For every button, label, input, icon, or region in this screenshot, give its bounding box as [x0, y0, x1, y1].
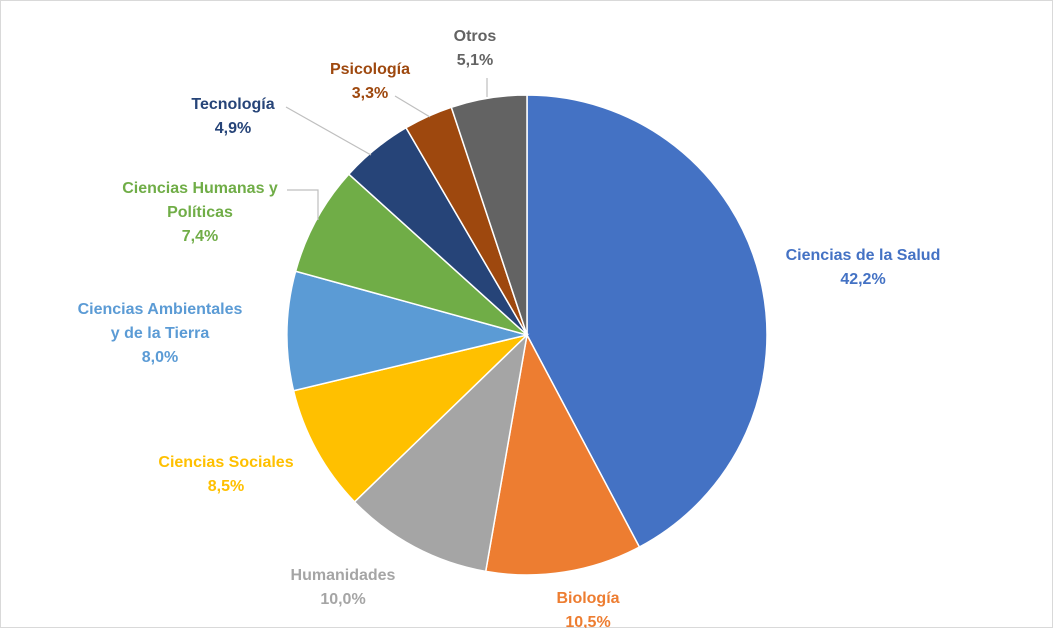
- pie-slice: [294, 173, 528, 336]
- pie-slice: [292, 333, 530, 503]
- leader-line: [394, 95, 431, 118]
- slice-data-label: Ciencias Ambientales y de la Tierra 8,0%: [78, 301, 243, 366]
- slice-data-label: Ciencias Sociales 8,5%: [158, 454, 293, 495]
- pie-slice: [353, 332, 529, 573]
- slice-data-label: Ciencias Humanas y Políticas 7,4%: [122, 180, 278, 245]
- slice-data-label: Humanidades 10,0%: [291, 567, 396, 608]
- slice-data-label: Biología 10,5%: [556, 590, 619, 628]
- slice-data-label: Tecnología 4,9%: [191, 96, 274, 137]
- pie-slices: [286, 94, 768, 576]
- slice-data-label: Ciencias de la Salud 42,2%: [786, 247, 941, 288]
- pie-slice: [286, 270, 528, 392]
- pie-slice: [450, 94, 528, 336]
- data-labels: Ciencias de la Salud 42,2% Biología 10,5% Hu…: [78, 28, 941, 628]
- slice-data-label: Psicología 3,3%: [330, 61, 410, 102]
- pie-slice: [484, 332, 641, 576]
- pie-slice: [526, 94, 768, 549]
- leader-lines: [285, 78, 488, 220]
- leader-line: [287, 189, 319, 220]
- slice-data-label: Otros 5,1%: [454, 28, 497, 69]
- leader-line: [285, 106, 372, 156]
